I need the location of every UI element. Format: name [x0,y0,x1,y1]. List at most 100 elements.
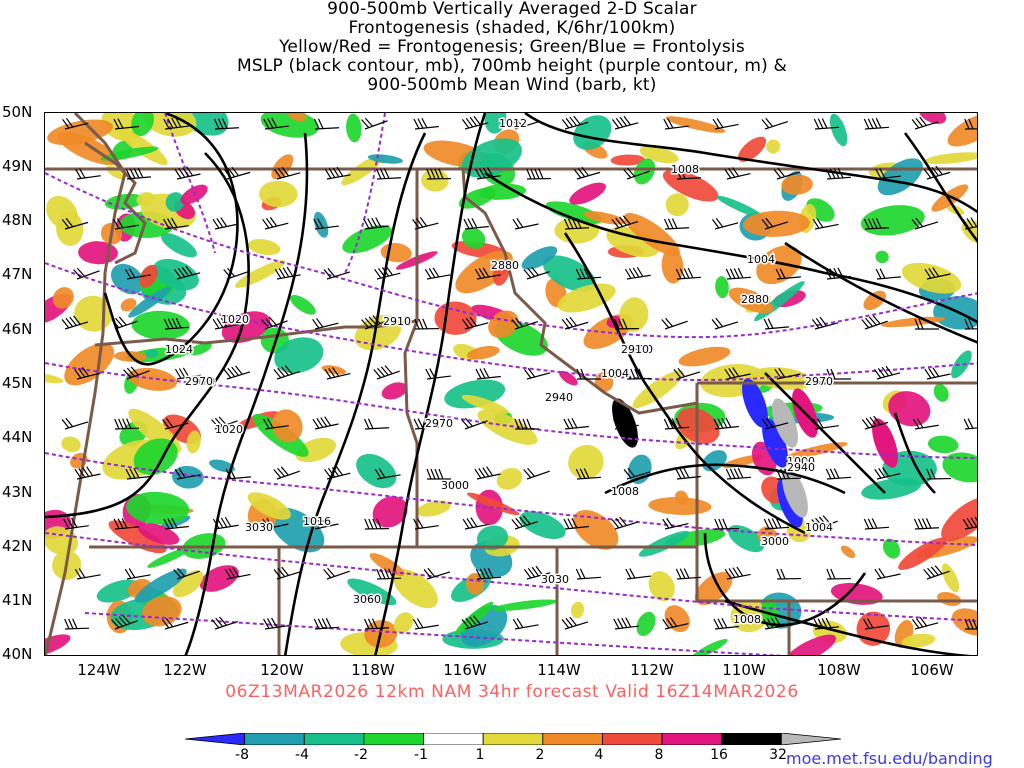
barb-flag [327,467,336,478]
barb-flag [514,418,520,430]
colorbar-label: 2 [535,747,545,763]
shading-blob [927,435,959,454]
barb-flag [625,568,632,579]
height-label: 2880 [491,259,519,272]
wind-barb [561,316,589,330]
wind-barb [363,618,389,630]
colorbar-cell [185,733,246,745]
barb-flag [714,518,720,530]
barb-flag [267,618,274,629]
wind-barb [725,467,751,480]
barb-flag [775,517,782,529]
shading-blob [633,158,656,185]
barb-flag [767,518,774,529]
barb-flag [262,518,270,529]
barb-shaft [564,525,589,530]
colorbar-label: -8 [235,747,249,763]
barb-flag [561,619,570,629]
colorbar-cell [661,733,723,745]
barb-flag [766,618,774,629]
shading-blob [772,398,798,448]
barb-flag [715,317,724,328]
wind-barb [511,117,539,130]
barb-flag [213,118,220,130]
barb-flag [565,117,574,128]
barb-flag [729,268,736,279]
barb-shaft [614,625,639,630]
barb-flag [531,266,539,276]
barb-flag [438,168,444,179]
barb-flag [65,417,74,428]
barb-shaft [926,273,951,280]
barb-flag [263,118,270,129]
barb-flag [282,267,290,278]
height-label: 2910 [621,343,649,356]
wind-barb [863,218,889,230]
barb-flag [623,169,632,179]
wind-barb [323,267,351,280]
barb-flag [512,218,520,229]
wind-barb [212,516,239,530]
wind-barb [363,217,389,230]
shading-blob [521,246,558,270]
barb-flag [575,218,582,229]
barb-flag [323,269,332,279]
barb-shaft [514,223,539,230]
barb-flag [377,267,386,278]
barb-flag [312,318,320,329]
wind-barb [675,267,701,280]
wind-barb [724,367,751,380]
barb-flag [621,617,628,628]
barb-flag [666,518,674,528]
barb-flag [278,268,286,278]
height-contour [84,612,786,655]
barb-flag [225,468,232,479]
barb-flag [133,168,140,179]
barb-flag [232,567,240,578]
barb-flag [121,518,128,529]
barb-flag [826,368,832,380]
shading-blob [61,436,81,453]
barb-shaft [864,320,888,330]
barb-flag [117,118,124,129]
barb-flag [935,165,943,175]
barb-flag [873,368,882,379]
barb-flag [931,166,940,177]
barb-flag [425,368,432,379]
wind-barb [414,318,440,330]
barb-flag [313,218,320,229]
shading-blob [716,195,765,219]
wind-barb [811,515,838,530]
barb-flag [284,365,293,375]
barb-flag [262,218,270,229]
barb-flag [228,568,236,578]
barb-flag [469,316,478,327]
barb-flag [877,367,886,378]
mslp-contour [604,463,846,495]
wind-barb [425,368,451,380]
source-credit[interactable]: moe.met.fsu.edu/banding [786,749,993,768]
wind-barb [663,118,689,130]
wind-barb [526,168,552,180]
wind-barb [863,518,889,530]
wind-barb [212,317,239,330]
barb-shaft [476,274,501,280]
barb-flag [523,269,532,279]
wind-barb [274,266,301,280]
barb-shaft [314,225,339,230]
barb-flag [581,166,590,177]
state-borders [45,113,977,655]
shading-blob [52,287,74,309]
barb-flag [924,268,932,279]
wind-barb [324,466,351,480]
wind-barb [323,567,350,580]
mslp-label: 1016 [303,515,331,528]
wind-barb [813,617,839,630]
colorbar-label: -4 [295,747,309,763]
wind-barb [475,367,501,380]
barb-flag [575,468,582,479]
mslp-label: 1004 [601,367,629,380]
barb-flag [216,318,224,328]
mslp-label: 1004 [747,253,775,266]
barb-flag [530,168,536,180]
